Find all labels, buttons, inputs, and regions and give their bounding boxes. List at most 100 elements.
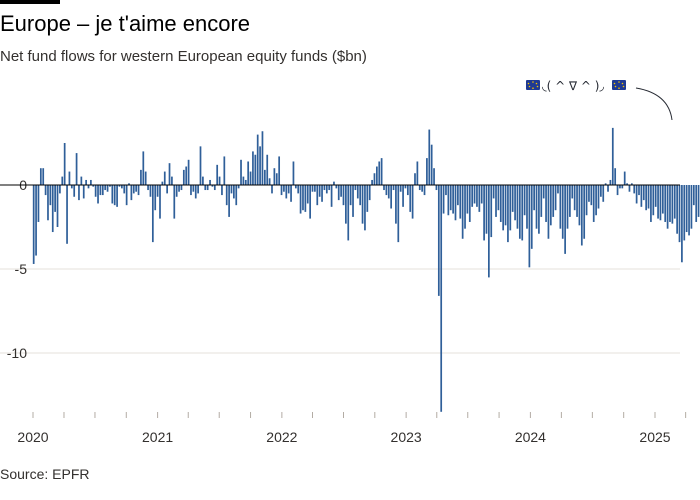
bar [32, 185, 35, 264]
bar [104, 185, 107, 191]
bar [144, 171, 147, 185]
bar [635, 185, 638, 204]
y-tick-label: -10 [7, 345, 27, 361]
bar [230, 185, 233, 194]
bar [437, 185, 440, 296]
bar [600, 185, 602, 197]
bar [471, 185, 474, 207]
bar [592, 185, 595, 222]
bar [166, 185, 168, 194]
bar [90, 179, 92, 185]
bar [35, 185, 37, 256]
x-tick-label: 2021 [142, 429, 173, 445]
eu-flag-icon [526, 80, 540, 90]
bar [63, 143, 66, 185]
bar [47, 185, 49, 221]
bar [509, 185, 512, 231]
bar [387, 185, 390, 199]
bar [495, 185, 497, 217]
bar [123, 185, 126, 194]
bar [530, 185, 533, 249]
bar [642, 185, 645, 201]
bar [688, 185, 690, 236]
bar [163, 171, 166, 185]
bar [256, 134, 259, 185]
bar [485, 185, 488, 234]
bar [559, 185, 562, 229]
bar [421, 185, 423, 192]
bar [244, 179, 247, 185]
bar [609, 179, 612, 185]
bar [380, 158, 383, 185]
bar [695, 185, 698, 222]
bar [142, 151, 145, 185]
bar [678, 185, 681, 243]
bar [299, 185, 302, 214]
chart-title: Europe – je t'aime encore [0, 11, 251, 36]
bar [97, 185, 99, 204]
bar [521, 185, 524, 241]
bar [168, 163, 171, 185]
bar [669, 185, 671, 222]
bar [354, 185, 357, 191]
bar [39, 168, 42, 185]
bar [268, 178, 271, 185]
bar [359, 185, 362, 206]
bar [671, 185, 674, 224]
bar [376, 166, 378, 185]
bar [316, 185, 319, 206]
bar [223, 156, 226, 185]
bar [287, 185, 290, 194]
bar [523, 185, 526, 216]
bar [692, 185, 695, 206]
bar [116, 185, 118, 207]
bar [249, 171, 252, 185]
y-tick-label: -5 [15, 261, 28, 277]
bar [135, 185, 138, 192]
bar [633, 185, 636, 194]
bar [514, 185, 516, 221]
bar [366, 185, 369, 212]
bar [80, 176, 83, 185]
bar [221, 185, 223, 196]
bar [42, 168, 45, 185]
gridlines [0, 268, 680, 354]
bar [44, 185, 47, 196]
bar [566, 185, 569, 229]
bar [325, 185, 328, 194]
bar [213, 185, 216, 191]
bar [92, 185, 95, 187]
bar [161, 181, 164, 185]
bar [51, 185, 54, 233]
bar [683, 185, 686, 241]
bar [526, 185, 528, 229]
bar [664, 185, 667, 222]
bar [690, 185, 693, 229]
bar [681, 185, 683, 263]
bar [242, 176, 245, 185]
bar [452, 185, 454, 214]
x-tick-label: 2023 [391, 429, 422, 445]
annotation-kaomoji: ◟( ^ ∇ ^ )◞ [542, 79, 604, 93]
bar [504, 185, 507, 226]
bar [676, 185, 678, 234]
bar [106, 185, 109, 192]
bar [247, 161, 250, 185]
bar [423, 185, 426, 196]
bar [368, 185, 371, 201]
x-tick-label: 2022 [266, 429, 297, 445]
bar [397, 185, 400, 243]
bar [240, 159, 242, 185]
bar [75, 153, 78, 185]
bar [66, 185, 68, 244]
bar [349, 185, 352, 206]
bar [333, 181, 335, 185]
bar [130, 185, 133, 201]
bar [630, 183, 633, 185]
bar [118, 185, 121, 187]
bar [561, 185, 564, 239]
bar [404, 185, 407, 189]
bar [149, 185, 152, 197]
bar [661, 185, 664, 214]
